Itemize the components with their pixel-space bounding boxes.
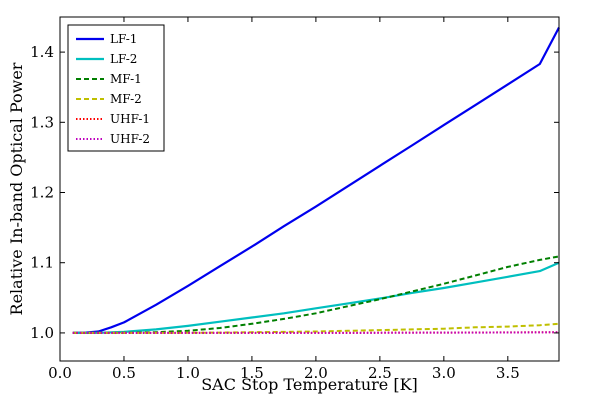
series-line-mf-1	[72, 255, 560, 334]
plot-lines	[72, 26, 560, 334]
y-tick-label: 1.0	[30, 324, 54, 342]
x-tick-label: 3.0	[432, 364, 456, 382]
x-tick-label: 1.5	[240, 364, 264, 382]
x-tick-label: 0.0	[48, 364, 72, 382]
y-tick-label: 1.1	[30, 254, 54, 272]
legend-label: LF-1	[110, 32, 137, 46]
legend-label: UHF-1	[110, 112, 150, 126]
legend-label: MF-2	[110, 92, 142, 106]
y-tick-label: 1.3	[30, 113, 54, 131]
legend-label: UHF-2	[110, 132, 150, 146]
y-tick-label: 1.2	[30, 184, 54, 202]
legend-label: MF-1	[110, 72, 142, 86]
plot-frame	[59, 16, 560, 362]
x-tick-label: 0.5	[112, 364, 136, 382]
legend-label: LF-2	[110, 52, 137, 66]
x-tick-label: 3.5	[496, 364, 520, 382]
x-tick-label: 2.5	[368, 364, 392, 382]
series-line-uhf-2	[72, 331, 560, 334]
x-axis-label: SAC Stop Temperature [K]	[201, 375, 418, 394]
y-axis-label: Relative In-band Optical Power	[7, 62, 26, 315]
x-tick-label: 1.0	[176, 364, 200, 382]
legend-box	[67, 24, 165, 152]
series-line-lf-1	[72, 26, 560, 334]
series-line-lf-2	[72, 261, 560, 334]
x-tick-label: 2.0	[304, 364, 328, 382]
y-tick-label: 1.4	[30, 43, 54, 61]
x-axis: 0.0 0.5 1.0 1.5 2.0 2.5 3.0 3.5	[48, 17, 520, 382]
y-axis: 1.0 1.1 1.2 1.3 1.4	[30, 43, 559, 342]
legend: LF-1 LF-2 MF-1 MF-2 UHF-1 UHF-2	[67, 24, 165, 152]
